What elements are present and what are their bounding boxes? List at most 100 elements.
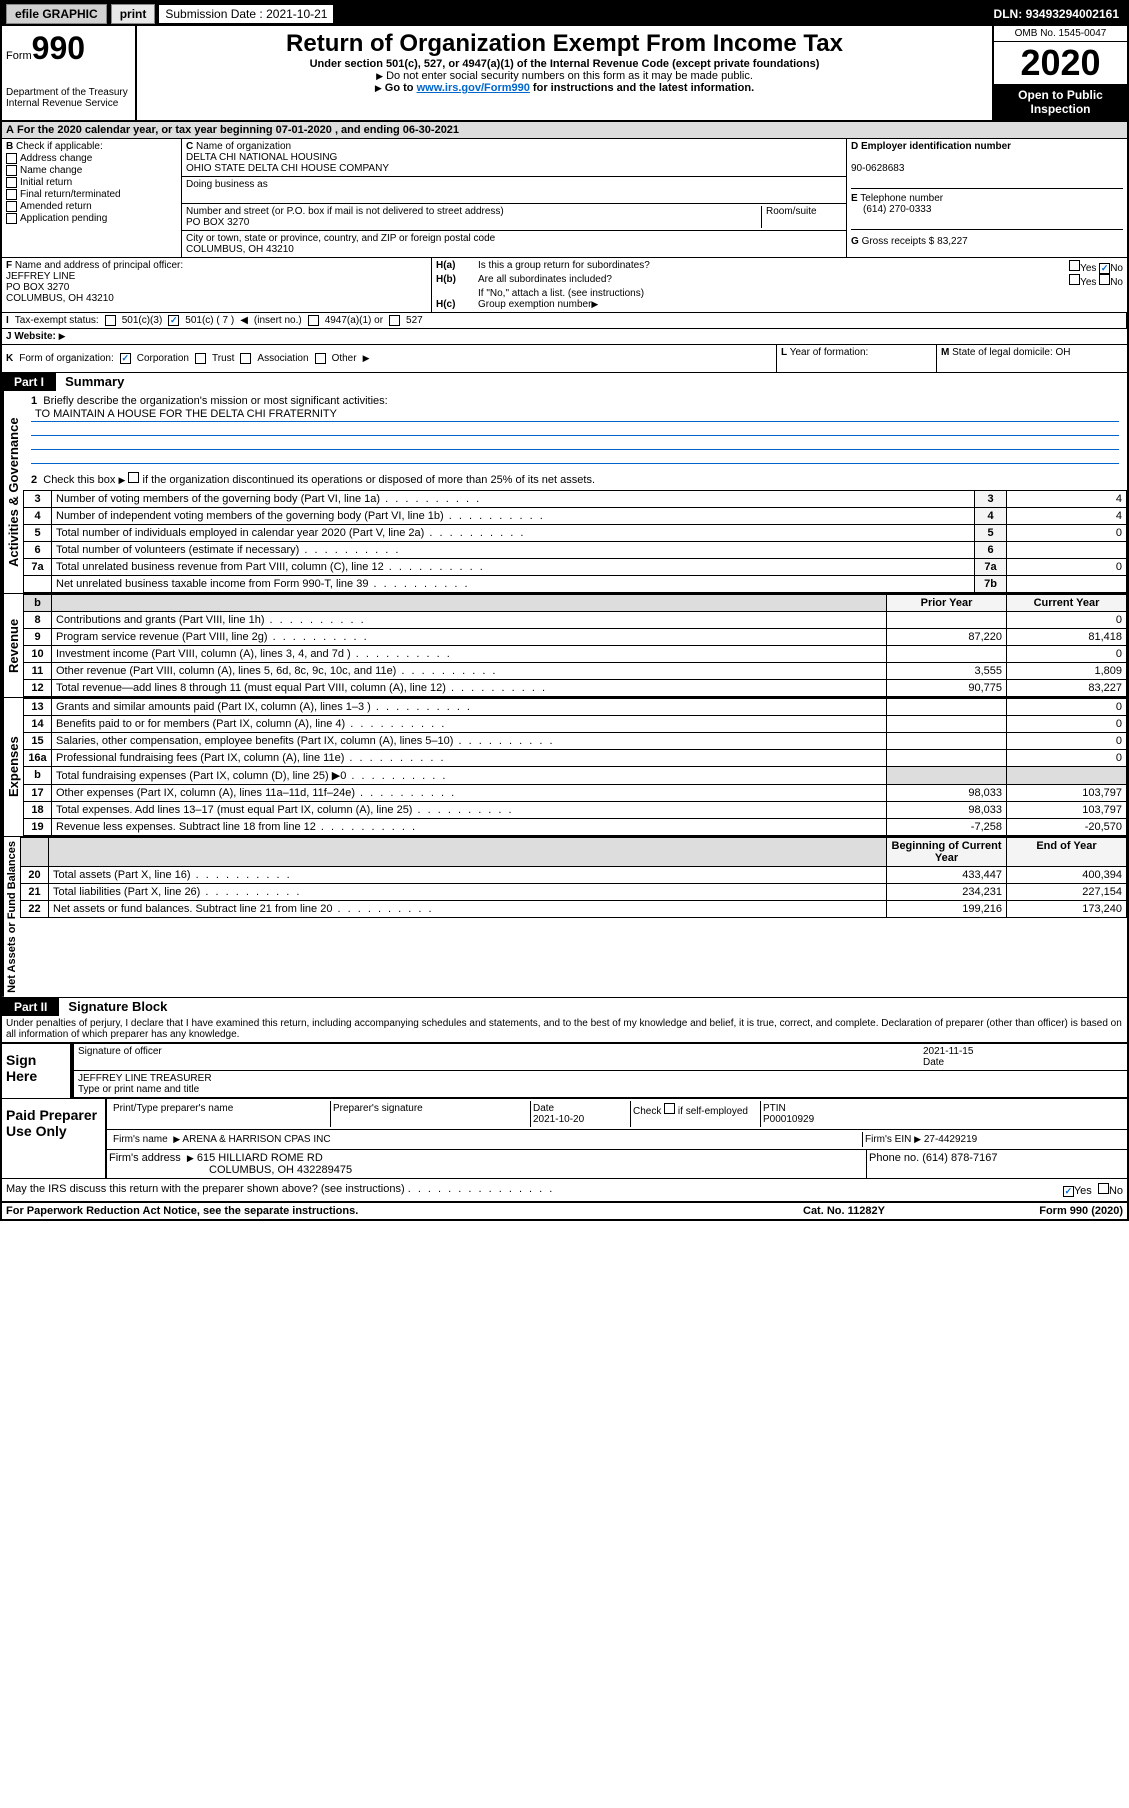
goto-link[interactable]: www.irs.gov/Form990 <box>417 82 530 94</box>
sign-here-label: Sign Here <box>2 1044 72 1098</box>
marker-hb: H(b) <box>436 274 456 285</box>
perjury-text: Under penalties of perjury, I declare th… <box>2 1016 1127 1042</box>
period-bar: A For the 2020 calendar year, or tax yea… <box>2 122 1127 139</box>
checkbox-app-pending[interactable] <box>6 213 17 224</box>
checkbox-assoc[interactable] <box>240 353 251 364</box>
checkbox-discontinued[interactable] <box>128 472 139 483</box>
table-row: bTotal fundraising expenses (Part IX, co… <box>24 767 1127 785</box>
table-row: 17Other expenses (Part IX, column (A), l… <box>24 785 1127 802</box>
checkbox-trust[interactable] <box>195 353 206 364</box>
table-row: 12Total revenue—add lines 8 through 11 (… <box>24 680 1127 697</box>
arrow-icon <box>173 1134 180 1145</box>
part1-revenue: Revenue bPrior YearCurrent Year 8Contrib… <box>2 594 1127 698</box>
exp-table: 13Grants and similar amounts paid (Part … <box>23 698 1127 836</box>
officer-label: Name and address of principal officer: <box>15 260 183 271</box>
checkbox-501c3[interactable] <box>105 315 116 326</box>
l1-label: Briefly describe the organization's miss… <box>43 395 387 407</box>
domicile-label: State of legal domicile: <box>952 347 1053 358</box>
officer-printed-name: JEFFREY LINE TREASURER <box>78 1073 212 1084</box>
checkbox-501c[interactable] <box>168 315 179 326</box>
rev-table: bPrior YearCurrent Year 8Contributions a… <box>23 594 1127 697</box>
title-right: OMB No. 1545-0047 2020 Open to Public In… <box>992 26 1127 120</box>
table-row: 6Total number of volunteers (estimate if… <box>24 542 1127 559</box>
firm-addr2: COLUMBUS, OH 432289475 <box>109 1164 352 1176</box>
col-end: End of Year <box>1007 838 1127 867</box>
footer-form-num: 990 <box>1070 1205 1088 1217</box>
arrow-icon <box>363 353 370 364</box>
website-label: Website: <box>14 331 56 342</box>
top-header-bar: efile GRAPHIC print Submission Date : 20… <box>2 2 1127 26</box>
ha-label: Is this a group return for subordinates? <box>478 260 1069 274</box>
goto-line: Go to www.irs.gov/Form990 for instructio… <box>141 82 988 94</box>
dln-value: 93493294002161 <box>1026 7 1119 21</box>
part1-expenses: Expenses 13Grants and similar amounts pa… <box>2 698 1127 837</box>
table-row: Net unrelated business taxable income fr… <box>24 576 1127 593</box>
table-row: 7aTotal unrelated business revenue from … <box>24 559 1127 576</box>
firm-ein: 27-4429219 <box>924 1134 977 1145</box>
org-name-1: DELTA CHI NATIONAL HOUSING <box>186 152 337 163</box>
checkbox-name-change[interactable] <box>6 165 17 176</box>
discuss-label: May the IRS discuss this return with the… <box>6 1183 405 1195</box>
subtitle: Under section 501(c), 527, or 4947(a)(1)… <box>141 58 988 70</box>
checkbox-hb-yes[interactable] <box>1069 274 1080 285</box>
arrow-icon <box>59 331 66 342</box>
checkbox-self-employed[interactable] <box>664 1103 675 1114</box>
part1-netassets: Net Assets or Fund Balances Beginning of… <box>2 837 1127 998</box>
print-button[interactable]: print <box>111 4 156 24</box>
table-row: 10Investment income (Part VIII, column (… <box>24 646 1127 663</box>
dln-block: DLN: 93493294002161 <box>994 7 1119 21</box>
arrow-icon <box>118 474 125 486</box>
street-label: Number and street (or P.O. box if mail i… <box>186 206 504 217</box>
ptin-label: PTIN <box>763 1103 786 1114</box>
pra-notice: For Paperwork Reduction Act Notice, see … <box>6 1205 803 1217</box>
checkbox-corp[interactable] <box>120 353 131 364</box>
checkbox-other[interactable] <box>315 353 326 364</box>
name-label: Name of organization <box>196 141 291 152</box>
arrow-icon <box>914 1134 921 1145</box>
arrow-icon <box>376 70 383 82</box>
section-b: B Check if applicable: Address change Na… <box>2 139 182 257</box>
city-value: COLUMBUS, OH 43210 <box>186 244 294 255</box>
dba-label: Doing business as <box>186 179 268 190</box>
checkbox-initial-return[interactable] <box>6 177 17 188</box>
marker-i: I <box>6 315 9 326</box>
omb-number: OMB No. 1545-0047 <box>994 26 1127 42</box>
checkbox-4947[interactable] <box>308 315 319 326</box>
ein-value: 90-0628683 <box>851 163 904 174</box>
marker-m: M <box>941 347 949 358</box>
checkbox-amended[interactable] <box>6 201 17 212</box>
table-row: 4Number of independent voting members of… <box>24 508 1127 525</box>
section-ij: I Tax-exempt status: 501(c)(3) 501(c) ( … <box>2 313 1127 329</box>
checkbox-hb-no[interactable] <box>1099 274 1110 285</box>
marker-f: F <box>6 260 12 271</box>
cat-no: Cat. No. 11282Y <box>803 1205 983 1217</box>
city-label: City or town, state or province, country… <box>186 233 495 244</box>
checkbox-address-change[interactable] <box>6 153 17 164</box>
print-name-label: Print/Type preparer's name <box>111 1101 331 1127</box>
table-row: 15Salaries, other compensation, employee… <box>24 733 1127 750</box>
ein-label: Employer identification number <box>861 141 1011 152</box>
table-row: 19Revenue less expenses. Subtract line 1… <box>24 819 1127 836</box>
section-c: C Name of organization DELTA CHI NATIONA… <box>182 139 847 257</box>
marker-e: E <box>851 193 858 204</box>
marker-d: D <box>851 141 858 152</box>
col-prior: Prior Year <box>887 595 1007 612</box>
hc-label: Group exemption number <box>478 299 591 310</box>
marker-a: A <box>6 124 14 136</box>
checkbox-final-return[interactable] <box>6 189 17 200</box>
table-row: 18Total expenses. Add lines 13–17 (must … <box>24 802 1127 819</box>
checkbox-ha-no[interactable] <box>1099 263 1110 274</box>
ag-table: 3Number of voting members of the governi… <box>23 490 1127 593</box>
table-row: 9Program service revenue (Part VIII, lin… <box>24 629 1127 646</box>
checkbox-527[interactable] <box>389 315 400 326</box>
footer: For Paperwork Reduction Act Notice, see … <box>2 1202 1127 1219</box>
checkbox-discuss-yes[interactable] <box>1063 1186 1074 1197</box>
form990: Form990 <box>6 30 131 67</box>
checkbox-discuss-no[interactable] <box>1098 1183 1109 1194</box>
prep-sig-label: Preparer's signature <box>331 1101 531 1127</box>
checkbox-ha-yes[interactable] <box>1069 260 1080 271</box>
table-row: 20Total assets (Part X, line 16)433,4474… <box>21 867 1127 884</box>
side-label-exp: Expenses <box>2 698 23 836</box>
table-row: 11Other revenue (Part VIII, column (A), … <box>24 663 1127 680</box>
officer-addr1: PO BOX 3270 <box>6 282 69 293</box>
